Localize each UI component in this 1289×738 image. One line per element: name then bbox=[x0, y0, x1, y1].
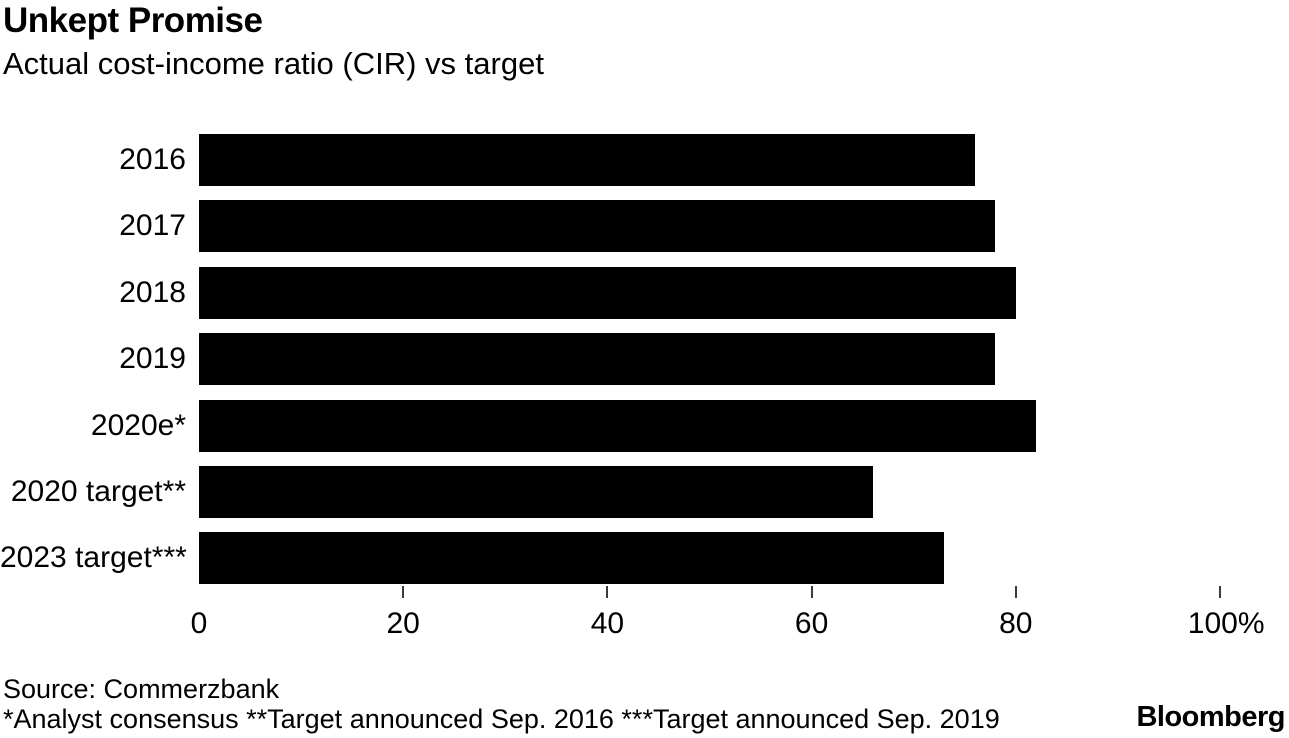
bar bbox=[199, 532, 945, 585]
x-tick-label: 0 bbox=[190, 607, 208, 640]
bar bbox=[199, 266, 1016, 319]
bar-row: 2020 target** bbox=[0, 466, 1289, 518]
category-label: 2018 bbox=[119, 275, 186, 309]
x-tick-mark bbox=[402, 586, 405, 598]
x-tick-label: 20 bbox=[386, 607, 420, 640]
x-tick-mark bbox=[1014, 586, 1017, 598]
bar-row: 2016 bbox=[0, 134, 1289, 186]
category-label: 2019 bbox=[119, 342, 186, 376]
category-label: 2017 bbox=[119, 209, 186, 243]
bar-row: 2023 target*** bbox=[0, 532, 1289, 585]
bar-row: 2019 bbox=[0, 333, 1289, 386]
x-tick-label: 60 bbox=[794, 607, 829, 640]
x-axis: 0 20 40 60 80 100% bbox=[0, 585, 1289, 645]
chart-header: Unkept Promise Actual cost-income ratio … bbox=[3, 2, 544, 81]
chart-subtitle: Actual cost-income ratio (CIR) vs target bbox=[3, 46, 544, 81]
bar bbox=[199, 200, 996, 253]
bar bbox=[199, 466, 873, 518]
category-label: 2016 bbox=[119, 143, 186, 176]
bar bbox=[199, 333, 996, 386]
bar-row: 2017 bbox=[0, 200, 1289, 253]
chart-footer-notes: Source: Commerzbank *Analyst consensus *… bbox=[3, 674, 1000, 734]
category-label: 2023 target*** bbox=[0, 541, 187, 575]
x-tick-label: 100% bbox=[1187, 607, 1265, 640]
x-tick-mark bbox=[1219, 586, 1221, 598]
x-tick-label: 80 bbox=[999, 607, 1033, 640]
bloomberg-logo: Bloomberg bbox=[1136, 701, 1285, 733]
chart-title: Unkept Promise bbox=[3, 1, 263, 40]
x-tick-label: 40 bbox=[590, 607, 625, 640]
bar-row: 2020e* bbox=[0, 399, 1289, 452]
source-note: Source: Commerzbank bbox=[3, 674, 280, 704]
bar-row: 2018 bbox=[0, 266, 1289, 319]
footnotes: *Analyst consensus **Target announced Se… bbox=[3, 704, 1000, 734]
category-label: 2020e* bbox=[90, 408, 186, 442]
x-tick-mark bbox=[606, 586, 609, 598]
bar bbox=[199, 134, 975, 186]
bar bbox=[199, 399, 1037, 452]
x-tick-mark bbox=[810, 586, 813, 598]
category-label: 2020 target** bbox=[10, 475, 186, 508]
